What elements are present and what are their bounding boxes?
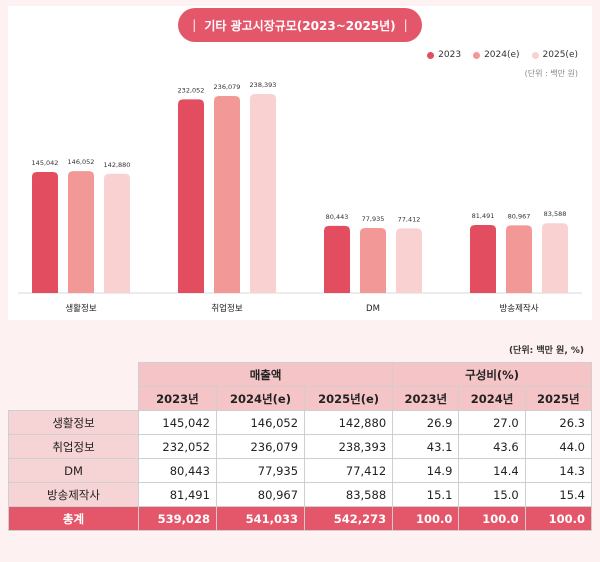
table-cell: 27.0: [458, 410, 526, 435]
table-cell: 77,412: [304, 458, 394, 483]
table-cell: 142,880: [304, 410, 394, 435]
table-cell: 238,393: [304, 434, 394, 459]
chart-unit-note: (단위 : 백만 원): [524, 69, 578, 78]
total-cell: 541,033: [215, 506, 306, 531]
table-unit-note: (단위: 백만 원, %): [508, 346, 584, 356]
data-label: 77,935: [362, 215, 385, 223]
total-cell: 542,273: [304, 506, 394, 531]
table-cell: 145,042: [138, 410, 217, 435]
table-cell: 236,079: [215, 434, 306, 459]
category-tick-label: 취업정보: [211, 303, 242, 314]
table-cell: 15.4: [524, 482, 593, 507]
table-cell: 26.3: [524, 410, 593, 435]
data-label: 80,967: [508, 212, 531, 220]
table-cell: 83,588: [304, 482, 394, 507]
bar: [470, 224, 496, 293]
bar: [178, 99, 204, 293]
data-label: 146,052: [68, 158, 95, 166]
table-cell: 43.1: [392, 434, 460, 459]
chart-card: | 기타 광고시장규모(2023~2025년) | 2023 2024(e) 2…: [8, 6, 592, 320]
data-label: 238,393: [250, 81, 277, 89]
title-divider-left: |: [192, 18, 197, 32]
bar: [542, 223, 568, 293]
legend-label-2023: 2023: [438, 50, 462, 60]
data-label: 145,042: [32, 159, 59, 167]
table-cell: 43.6: [458, 434, 526, 459]
table-cell: 15.1: [392, 482, 460, 507]
data-label: 236,079: [214, 83, 241, 91]
category-tick-label: 생활정보: [65, 303, 96, 314]
row-label: 취업정보: [8, 434, 139, 459]
year-header: 2023년: [138, 386, 217, 411]
table-cell: 44.0: [524, 434, 593, 459]
table-cell: 81,491: [138, 482, 217, 507]
table-cell: 14.3: [524, 458, 593, 483]
legend-label-2025e: 2025(e): [542, 50, 578, 60]
total-cell: 100.0: [524, 506, 593, 531]
year-header: 2023년: [392, 386, 460, 411]
bar: [68, 171, 94, 293]
bar: [324, 225, 350, 293]
group-header-share: 구성비(%): [392, 362, 592, 387]
table-cell: 14.4: [458, 458, 526, 483]
total-cell: 100.0: [458, 506, 526, 531]
legend-swatch-2025e: [531, 51, 539, 59]
table-cell: 80,443: [138, 458, 217, 483]
year-header: 2025년: [524, 386, 593, 411]
total-cell: 100.0: [392, 506, 460, 531]
row-label: 방송제작사: [8, 482, 139, 507]
bar: [32, 171, 58, 293]
table-group-header-row: 매출액 구성비(%): [8, 362, 592, 411]
table-cell: 26.9: [392, 410, 460, 435]
legend-item-2025e: 2025(e): [531, 50, 578, 60]
legend-item-2023: 2023: [427, 50, 461, 60]
table-row: 생활정보 145,042 146,052 142,880 26.9 27.0 2…: [8, 410, 593, 435]
year-header: 2025년(e): [304, 386, 394, 411]
data-label: 81,491: [472, 212, 495, 220]
table-cell: 232,052: [138, 434, 217, 459]
bar: [214, 95, 240, 293]
chart-title-pill: | 기타 광고시장규모(2023~2025년) |: [178, 8, 422, 42]
table-cell: 77,935: [215, 458, 306, 483]
market-size-table: 매출액 구성비(%) 2023년 2024년(e) 2025년(e) 2023년…: [8, 362, 593, 531]
total-label: 총계: [8, 506, 139, 531]
data-label: 232,052: [178, 86, 205, 94]
data-label: 83,588: [544, 210, 567, 218]
table-cell: 14.9: [392, 458, 460, 483]
year-header: 2024년(e): [215, 386, 306, 411]
table-cell: 15.0: [458, 482, 526, 507]
legend-label-2024e: 2024(e): [484, 50, 520, 60]
table-row: DM 80,443 77,935 77,412 14.9 14.4 14.3: [8, 458, 593, 483]
bar: [250, 94, 276, 293]
data-label: 77,412: [398, 215, 421, 223]
table-row: 취업정보 232,052 236,079 238,393 43.1 43.6 4…: [8, 434, 593, 459]
chart-title: 기타 광고시장규모(2023~2025년): [204, 18, 396, 33]
bar-chart: 145,042 146,052 142,880 생활정보 232,052 236,079 2…: [18, 81, 582, 314]
year-header: 2024년: [458, 386, 526, 411]
bar: [360, 227, 386, 293]
table-corner-cell: [8, 362, 139, 411]
table-total-row: 총계 539,028 541,033 542,273 100.0 100.0 1…: [8, 506, 593, 531]
bar: [396, 228, 422, 293]
group-header-sales: 매출액: [137, 362, 394, 387]
bar: [104, 173, 130, 293]
data-label: 142,880: [104, 161, 131, 169]
legend-item-2024e: 2024(e): [473, 50, 520, 60]
bar: [506, 225, 532, 293]
legend-swatch-2024e: [473, 51, 481, 59]
table-row: 방송제작사 81,491 80,967 83,588 15.1 15.0 15.…: [8, 482, 593, 507]
table-cell: 146,052: [215, 410, 306, 435]
row-label: 생활정보: [8, 410, 139, 435]
legend-swatch-2023: [427, 51, 435, 59]
category-tick-label: DM: [366, 304, 380, 314]
chart-legend: 2023 2024(e) 2025(e): [427, 50, 578, 60]
total-cell: 539,028: [138, 506, 217, 531]
title-divider-right: |: [403, 18, 408, 32]
table-cell: 80,967: [215, 482, 306, 507]
category-tick-label: 방송제작사: [499, 303, 538, 314]
data-label: 80,443: [326, 213, 349, 221]
row-label: DM: [8, 458, 139, 483]
